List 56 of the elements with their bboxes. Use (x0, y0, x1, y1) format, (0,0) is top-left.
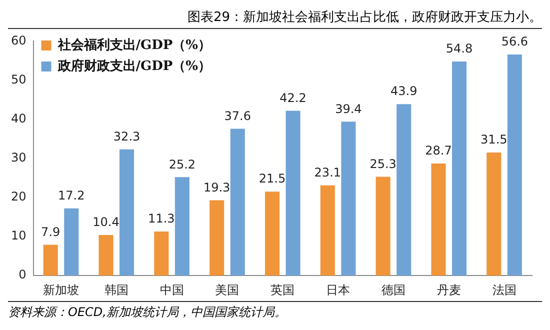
bar (507, 54, 522, 276)
data-label: 56.6 (501, 34, 528, 49)
x-tick-label: 日本 (326, 282, 350, 297)
bar (431, 163, 446, 276)
chart-title: 图表29：新加坡社会福利支出占比低，政府财政开支压力小。 (8, 8, 542, 29)
data-label: 25.3 (370, 156, 396, 171)
bar (320, 185, 335, 276)
data-label: 28.7 (425, 144, 452, 158)
bar (396, 104, 412, 276)
data-label: 10.4 (92, 215, 120, 230)
y-tick-label: 30 (10, 150, 26, 165)
data-label: 21.5 (258, 172, 286, 186)
bar (452, 62, 467, 276)
bar (230, 128, 245, 276)
data-label: 37.6 (224, 108, 251, 123)
bar (98, 234, 114, 276)
data-label: 23.1 (314, 165, 342, 180)
legend-label: 社会福利支出/GDP（%） (56, 36, 212, 53)
data-label: 25.2 (168, 157, 196, 172)
y-tick-label: 10 (10, 228, 26, 243)
bar (154, 231, 169, 276)
bar (486, 152, 502, 276)
data-label: 17.2 (58, 188, 85, 203)
legend-label: 政府财政支出/GDP（%） (56, 58, 212, 74)
y-tick-label: 50 (10, 72, 26, 86)
bar (286, 110, 300, 276)
data-label: 19.3 (203, 180, 230, 194)
data-label: 7.9 (41, 224, 60, 239)
data-label: 54.8 (446, 42, 473, 56)
bar (264, 192, 280, 276)
bar (341, 122, 356, 276)
bar (376, 176, 390, 276)
text: 资料来源：OECD,新加坡统计局，中国国家统计局。 (8, 301, 542, 321)
x-tick-label: 英国 (270, 282, 295, 297)
bar (64, 208, 79, 276)
bar (120, 149, 134, 276)
x-tick-label: 丹麦 (436, 282, 461, 297)
x-tick-label: 新加坡 (42, 282, 79, 297)
bar (43, 244, 58, 276)
data-label: 42.2 (280, 90, 306, 105)
bar (210, 200, 224, 276)
data-label: 43.9 (390, 84, 418, 98)
x-tick-label: 法国 (492, 282, 516, 297)
data-label: 11.3 (148, 212, 175, 226)
y-tick-label: 0 (18, 268, 26, 282)
data-label: 31.5 (480, 132, 508, 147)
y-tick-label: 40 (10, 111, 26, 126)
y-tick-label: 60 (10, 33, 26, 48)
x-tick-label: 美国 (215, 282, 240, 297)
data-label: 39.4 (335, 102, 362, 116)
data-label: 32.3 (113, 130, 140, 144)
bar (174, 177, 190, 276)
x-tick-label: 中国 (160, 282, 184, 297)
x-tick-label: 德国 (381, 282, 406, 297)
y-tick-label: 20 (10, 190, 26, 204)
x-tick-label: 韩国 (104, 282, 128, 297)
